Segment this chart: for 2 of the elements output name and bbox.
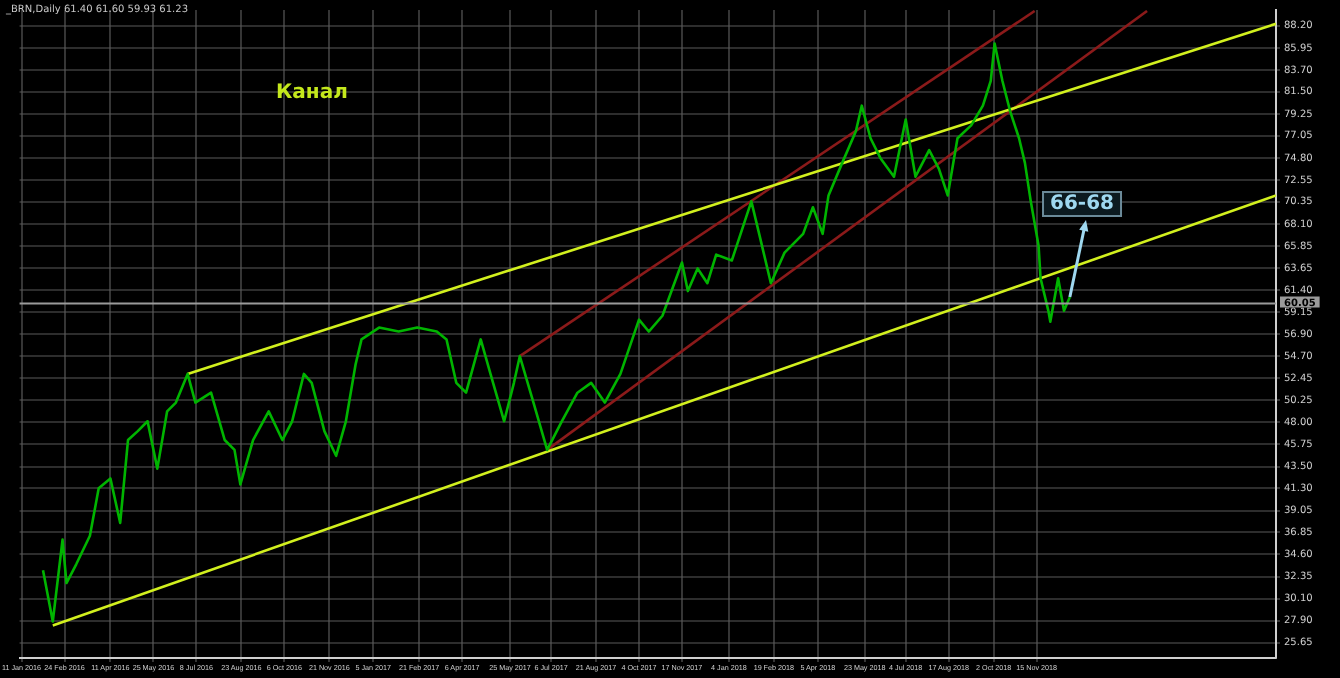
annotation: 66-68 [1042, 191, 1122, 217]
annotation: Канал [276, 82, 348, 104]
